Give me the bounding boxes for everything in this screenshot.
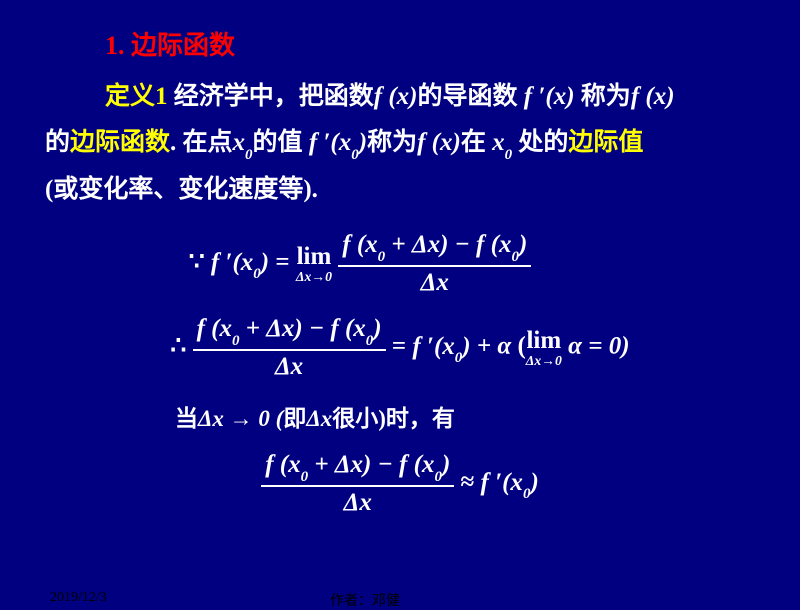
definition-paragraph: 定义1 经济学中，把函数f (x)的导函数 f ′(x) 称为f (x) 的边际… — [45, 74, 755, 213]
section-title: 1. 边际函数 — [105, 25, 755, 62]
marginal-value-label: 边际值 — [568, 129, 643, 156]
formula-because: ∵ f ′(x0) = limΔx→0 f (x0 + Δx) − f (x0)… — [0, 231, 755, 297]
definition-label: 定义1 — [105, 83, 168, 110]
formula-therefore: ∴ f (x0 + Δx) − f (x0) Δx = f ′(x0) + α … — [45, 315, 755, 381]
footer-author: 作者：邓健 — [330, 590, 400, 610]
footer-date: 2019/12/3 — [50, 590, 107, 606]
marginal-function-label: 边际函数 — [70, 129, 170, 156]
formula-approx: f (x0 + Δx) − f (x0) Δx ≈ f ′(x0) — [45, 451, 755, 517]
when-dx-small-text: 当Δx → 0 (即Δx很小)时，有 — [175, 399, 755, 433]
